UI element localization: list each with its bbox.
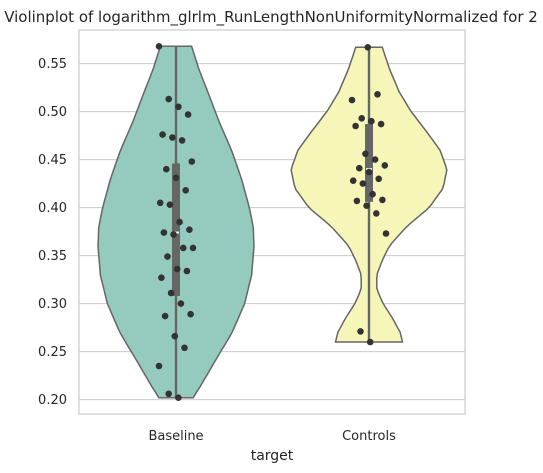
y-tick-label: 0.55 <box>38 57 67 72</box>
data-point <box>172 174 180 182</box>
data-point <box>359 180 367 187</box>
data-points <box>155 43 390 402</box>
chart-title: Violinplot of logarithm_glrlm_RunLengthN… <box>4 8 538 27</box>
y-tick-label: 0.45 <box>38 153 67 168</box>
data-point <box>382 230 390 237</box>
data-point <box>163 165 170 173</box>
data-point <box>176 218 183 226</box>
data-point <box>184 111 192 118</box>
data-point <box>371 156 379 163</box>
data-point <box>165 390 172 398</box>
y-tick-labels: 0.20 0.25 0.30 0.35 0.40 0.45 0.50 0.55 <box>38 57 67 408</box>
data-point <box>368 117 375 125</box>
x-tick-label: Baseline <box>148 429 203 444</box>
x-tick-label: Controls <box>342 429 396 444</box>
data-point <box>363 202 370 209</box>
data-point <box>366 338 374 346</box>
data-point <box>187 310 194 318</box>
data-point <box>155 43 163 50</box>
data-point <box>181 344 188 352</box>
data-point <box>186 226 193 233</box>
plot-frame <box>78 29 466 415</box>
data-point <box>177 300 185 307</box>
data-point <box>369 190 376 198</box>
y-tick-label: 0.50 <box>38 105 67 120</box>
data-point <box>375 175 383 183</box>
data-point <box>356 164 363 172</box>
data-point <box>160 229 168 236</box>
data-point <box>167 289 175 297</box>
data-point <box>164 253 171 260</box>
x-axis-label: target <box>251 448 294 464</box>
y-tick-label: 0.25 <box>38 345 67 360</box>
data-point <box>159 131 166 138</box>
data-point <box>379 196 386 204</box>
data-point <box>175 103 182 111</box>
y-tick-label: 0.20 <box>38 393 67 408</box>
data-point <box>358 115 366 122</box>
data-point <box>352 122 359 130</box>
data-point <box>353 197 361 205</box>
data-point <box>348 96 356 104</box>
data-point <box>365 168 373 176</box>
data-point <box>161 312 169 320</box>
data-point <box>364 44 372 51</box>
data-point <box>180 244 187 252</box>
data-point <box>156 199 164 207</box>
data-point <box>362 150 369 158</box>
data-point <box>182 187 189 194</box>
data-point <box>183 267 191 275</box>
data-point <box>171 332 179 340</box>
violins <box>97 45 448 399</box>
data-point <box>173 265 181 273</box>
data-point <box>373 210 380 217</box>
x-tick-labels: Baseline Controls <box>148 429 396 444</box>
data-point <box>175 394 182 402</box>
data-point <box>178 137 186 144</box>
data-point <box>166 201 174 208</box>
data-point <box>349 177 357 184</box>
data-point <box>169 134 176 141</box>
data-point <box>165 95 172 103</box>
y-tick-label: 0.35 <box>38 249 67 264</box>
data-point <box>381 162 389 169</box>
box-baseline <box>172 163 180 296</box>
y-tick-label: 0.30 <box>38 297 67 312</box>
data-point <box>158 274 165 282</box>
data-point <box>189 244 197 252</box>
data-point <box>377 120 385 128</box>
y-tick-label: 0.40 <box>38 201 67 216</box>
data-point <box>374 91 381 98</box>
box-controls <box>365 124 373 202</box>
data-point <box>357 328 364 335</box>
data-point <box>170 231 177 238</box>
data-point <box>188 158 196 165</box>
data-point <box>155 362 163 370</box>
